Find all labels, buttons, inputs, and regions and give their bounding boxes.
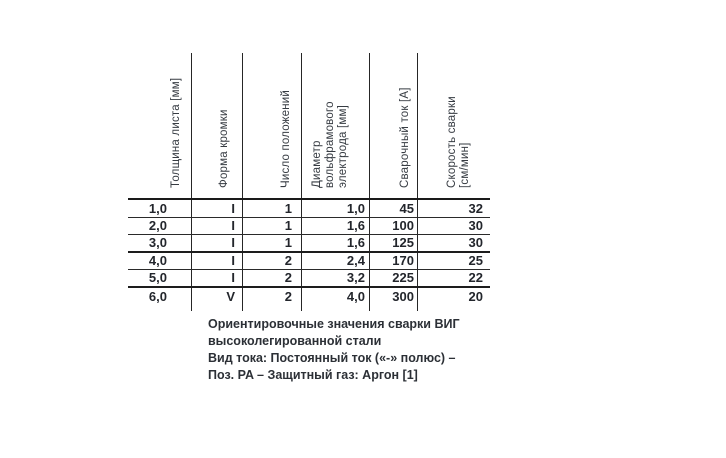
col-header-label: электрода [мм] (337, 105, 349, 188)
table-cell: I (192, 200, 243, 217)
table-cell: I (192, 235, 243, 251)
col-header-sheet-thickness: Толщина листа [мм] (128, 53, 192, 198)
col-header-label: Форма кромки (218, 109, 230, 188)
table-cell: I (192, 217, 243, 234)
table-cell: 2 (243, 270, 302, 286)
col-header-label: Сварочный ток [А] (399, 87, 411, 188)
caption-line: Поз. PA – Защитный газ: Аргон [1] (208, 368, 418, 382)
table-cell: 2,4 (302, 252, 370, 269)
table-cell: 4,0 (302, 287, 370, 305)
table-cell: V (192, 287, 243, 305)
table-row: 2,0 I 1 1,6 100 30 (128, 217, 490, 235)
table-cell: 1,0 (128, 200, 192, 217)
col-header-electrode-diameter: Диаметр вольфрамового электрода [мм] (302, 53, 370, 198)
table-cell: 30 (468, 235, 483, 251)
table-cell: 4,0 (128, 252, 192, 269)
table-cell: 5,0 (128, 270, 192, 286)
table-bottom-line-stubs (128, 305, 490, 311)
table-cell: 1,6 (302, 217, 370, 234)
table-row: 4,0 I 2 2,4 170 25 (128, 252, 490, 270)
table-cell: 3,2 (302, 270, 370, 286)
col-header-number-of-passes: Число положений (243, 53, 302, 198)
table-cell: 170 (370, 252, 418, 269)
table-cell: 1 (243, 235, 302, 251)
table-cell: 22 (468, 270, 483, 286)
table-cell: 3,0 (128, 235, 192, 251)
table-cell: 1,6 (302, 235, 370, 251)
table-cell: 125 (370, 235, 418, 251)
col-header-welding-current: Сварочный ток [А] (370, 53, 418, 198)
table-cell: 2,0 (128, 217, 192, 234)
table-cell: 225 (370, 270, 418, 286)
table-cell: I (192, 270, 243, 286)
table-row: 6,0 V 2 4,0 300 20 (128, 287, 490, 305)
col-header-edge-shape: Форма кромки (192, 53, 243, 198)
table-header-row: Толщина листа [мм] Форма кромки Число по… (128, 53, 490, 200)
table-cell: 100 (370, 217, 418, 234)
table-cell: 2 (243, 287, 302, 305)
table-cell: 300 (370, 287, 418, 305)
table-cell: 2 (243, 252, 302, 269)
col-header-label: Диаметр (311, 140, 323, 188)
table-cell: 1 (243, 217, 302, 234)
table-cell: 6,0 (128, 287, 192, 305)
welding-parameters-table: Толщина листа [мм] Форма кромки Число по… (128, 53, 490, 311)
caption-line: Ориентировочные значения сварки ВИГ (208, 317, 460, 331)
table-cell: 30 (468, 218, 483, 234)
table-cell: 45 (370, 200, 418, 217)
table-cell: 20 (468, 288, 483, 304)
caption-line: высоколегированной стали (208, 334, 382, 348)
caption-line: Вид тока: Постоянный ток («-» полюс) – (208, 351, 456, 365)
table-cell: 1,0 (302, 200, 370, 217)
table-cell: 1 (243, 200, 302, 217)
table-cell: I (192, 252, 243, 269)
table-cell: 25 (468, 253, 483, 269)
col-header-label: Толщина листа [мм] (170, 77, 182, 188)
table-row: 1,0 I 1 1,0 45 32 (128, 200, 490, 218)
col-header-label: [см/мин] (459, 142, 471, 188)
col-header-label: вольфрамового (324, 101, 336, 188)
table-caption: Ориентировочные значения сварки ВИГ высо… (208, 316, 460, 384)
table-row: 5,0 I 2 3,2 225 22 (128, 270, 490, 288)
table-row: 3,0 I 1 1,6 125 30 (128, 235, 490, 253)
col-header-label: Скорость сварки (446, 96, 458, 188)
col-header-welding-speed: Скорость сварки [см/мин] (418, 53, 490, 198)
col-header-label: Число положений (280, 89, 292, 188)
table-cell: 32 (468, 200, 483, 216)
